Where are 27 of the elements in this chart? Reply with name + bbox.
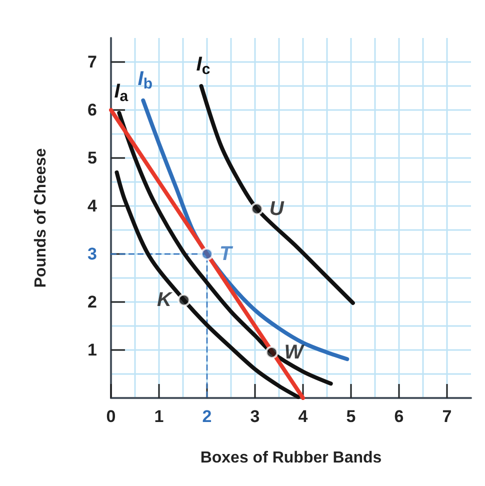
x-tick-label: 6 xyxy=(394,407,404,426)
series-label: T xyxy=(220,243,234,265)
x-tick-label: 5 xyxy=(346,407,356,426)
point xyxy=(265,346,278,359)
y-tick-label: 7 xyxy=(88,52,97,72)
x-tick-label: 1 xyxy=(154,407,164,426)
y-tick-label: 2 xyxy=(88,292,97,312)
line-series xyxy=(117,110,333,386)
point xyxy=(177,294,190,307)
series-label: K xyxy=(157,289,174,312)
y-tick-label: 4 xyxy=(88,196,98,216)
x-tick-label: 3 xyxy=(250,407,260,426)
x-tick-label: 4 xyxy=(298,407,308,426)
series-label: U xyxy=(269,198,284,220)
y-tick-label: 3 xyxy=(88,244,97,264)
y-tick-label: 6 xyxy=(88,100,97,120)
x-tick-label: 7 xyxy=(442,407,452,426)
point xyxy=(250,202,264,216)
y-axis-title: Pounds of Cheese xyxy=(32,148,50,288)
y-tick-label: 1 xyxy=(88,340,97,360)
x-tick-label: 2 xyxy=(202,407,212,426)
line-series xyxy=(199,84,355,305)
series-label: W xyxy=(284,341,306,364)
point xyxy=(200,248,214,260)
y-tick-label: 5 xyxy=(88,148,97,168)
x-tick-label: 0 xyxy=(106,407,116,426)
x-axis-title: Boxes of Rubber Bands xyxy=(200,450,382,466)
